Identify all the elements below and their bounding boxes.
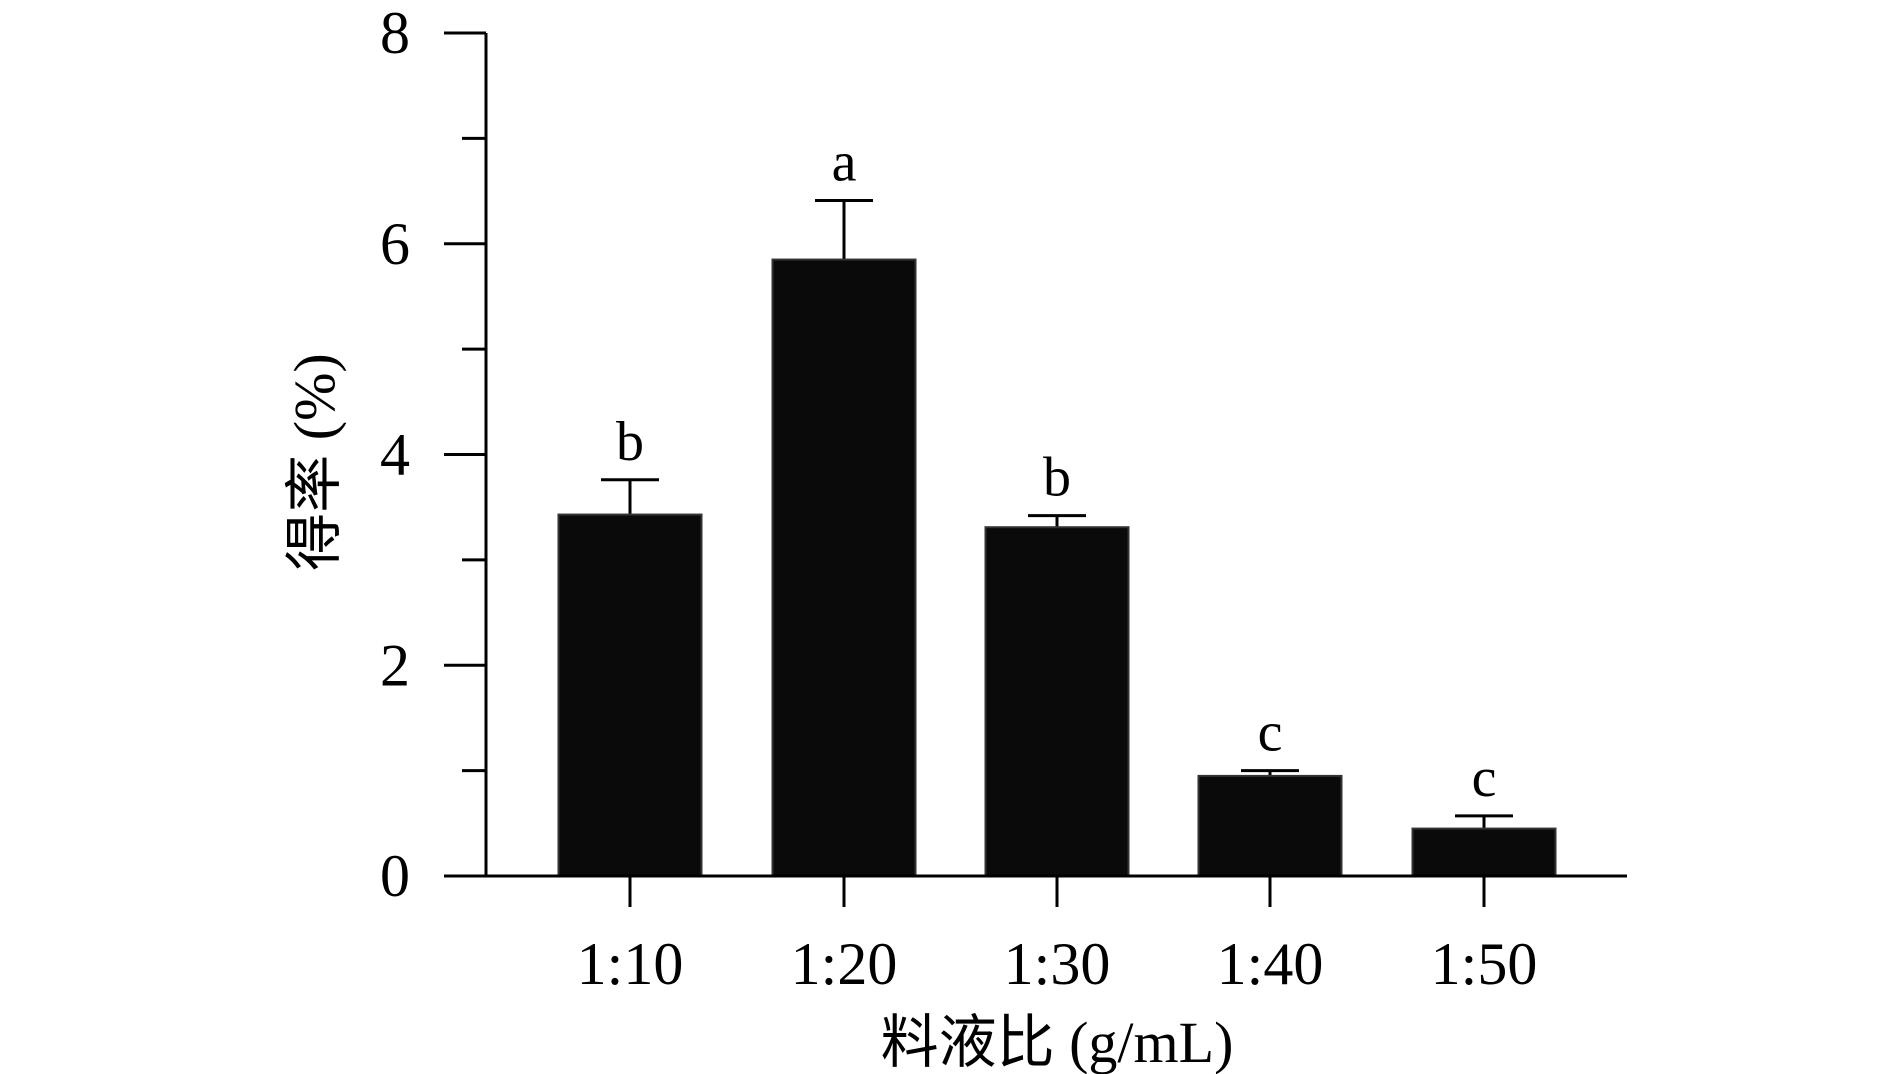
bar-1-10 (557, 513, 703, 877)
significance-label: a (832, 132, 857, 194)
significance-label: b (616, 411, 644, 473)
bar-1-40 (1197, 774, 1343, 877)
y-axis-label: 得率 (%) (282, 353, 347, 570)
y-tick-label: 2 (380, 632, 410, 698)
significance-label: c (1472, 747, 1497, 809)
significance-label: c (1258, 702, 1283, 764)
significance-label: b (1043, 447, 1071, 509)
y-tick-label: 8 (380, 0, 410, 66)
x-axis-label: 料液比 (g/mL) (881, 1010, 1234, 1074)
y-tick-label: 6 (380, 211, 410, 277)
x-tick-label: 1:40 (1217, 931, 1324, 997)
bar-1-50 (1411, 827, 1557, 877)
x-tick-label: 1:20 (791, 931, 898, 997)
x-tick-label: 1:10 (577, 931, 684, 997)
bar-1-30 (984, 526, 1130, 877)
y-tick-label: 0 (380, 843, 410, 909)
x-tick-label: 1:30 (1004, 931, 1111, 997)
y-tick-label: 4 (380, 422, 410, 488)
x-tick-label: 1:50 (1431, 931, 1538, 997)
bar-1-20 (771, 258, 917, 877)
